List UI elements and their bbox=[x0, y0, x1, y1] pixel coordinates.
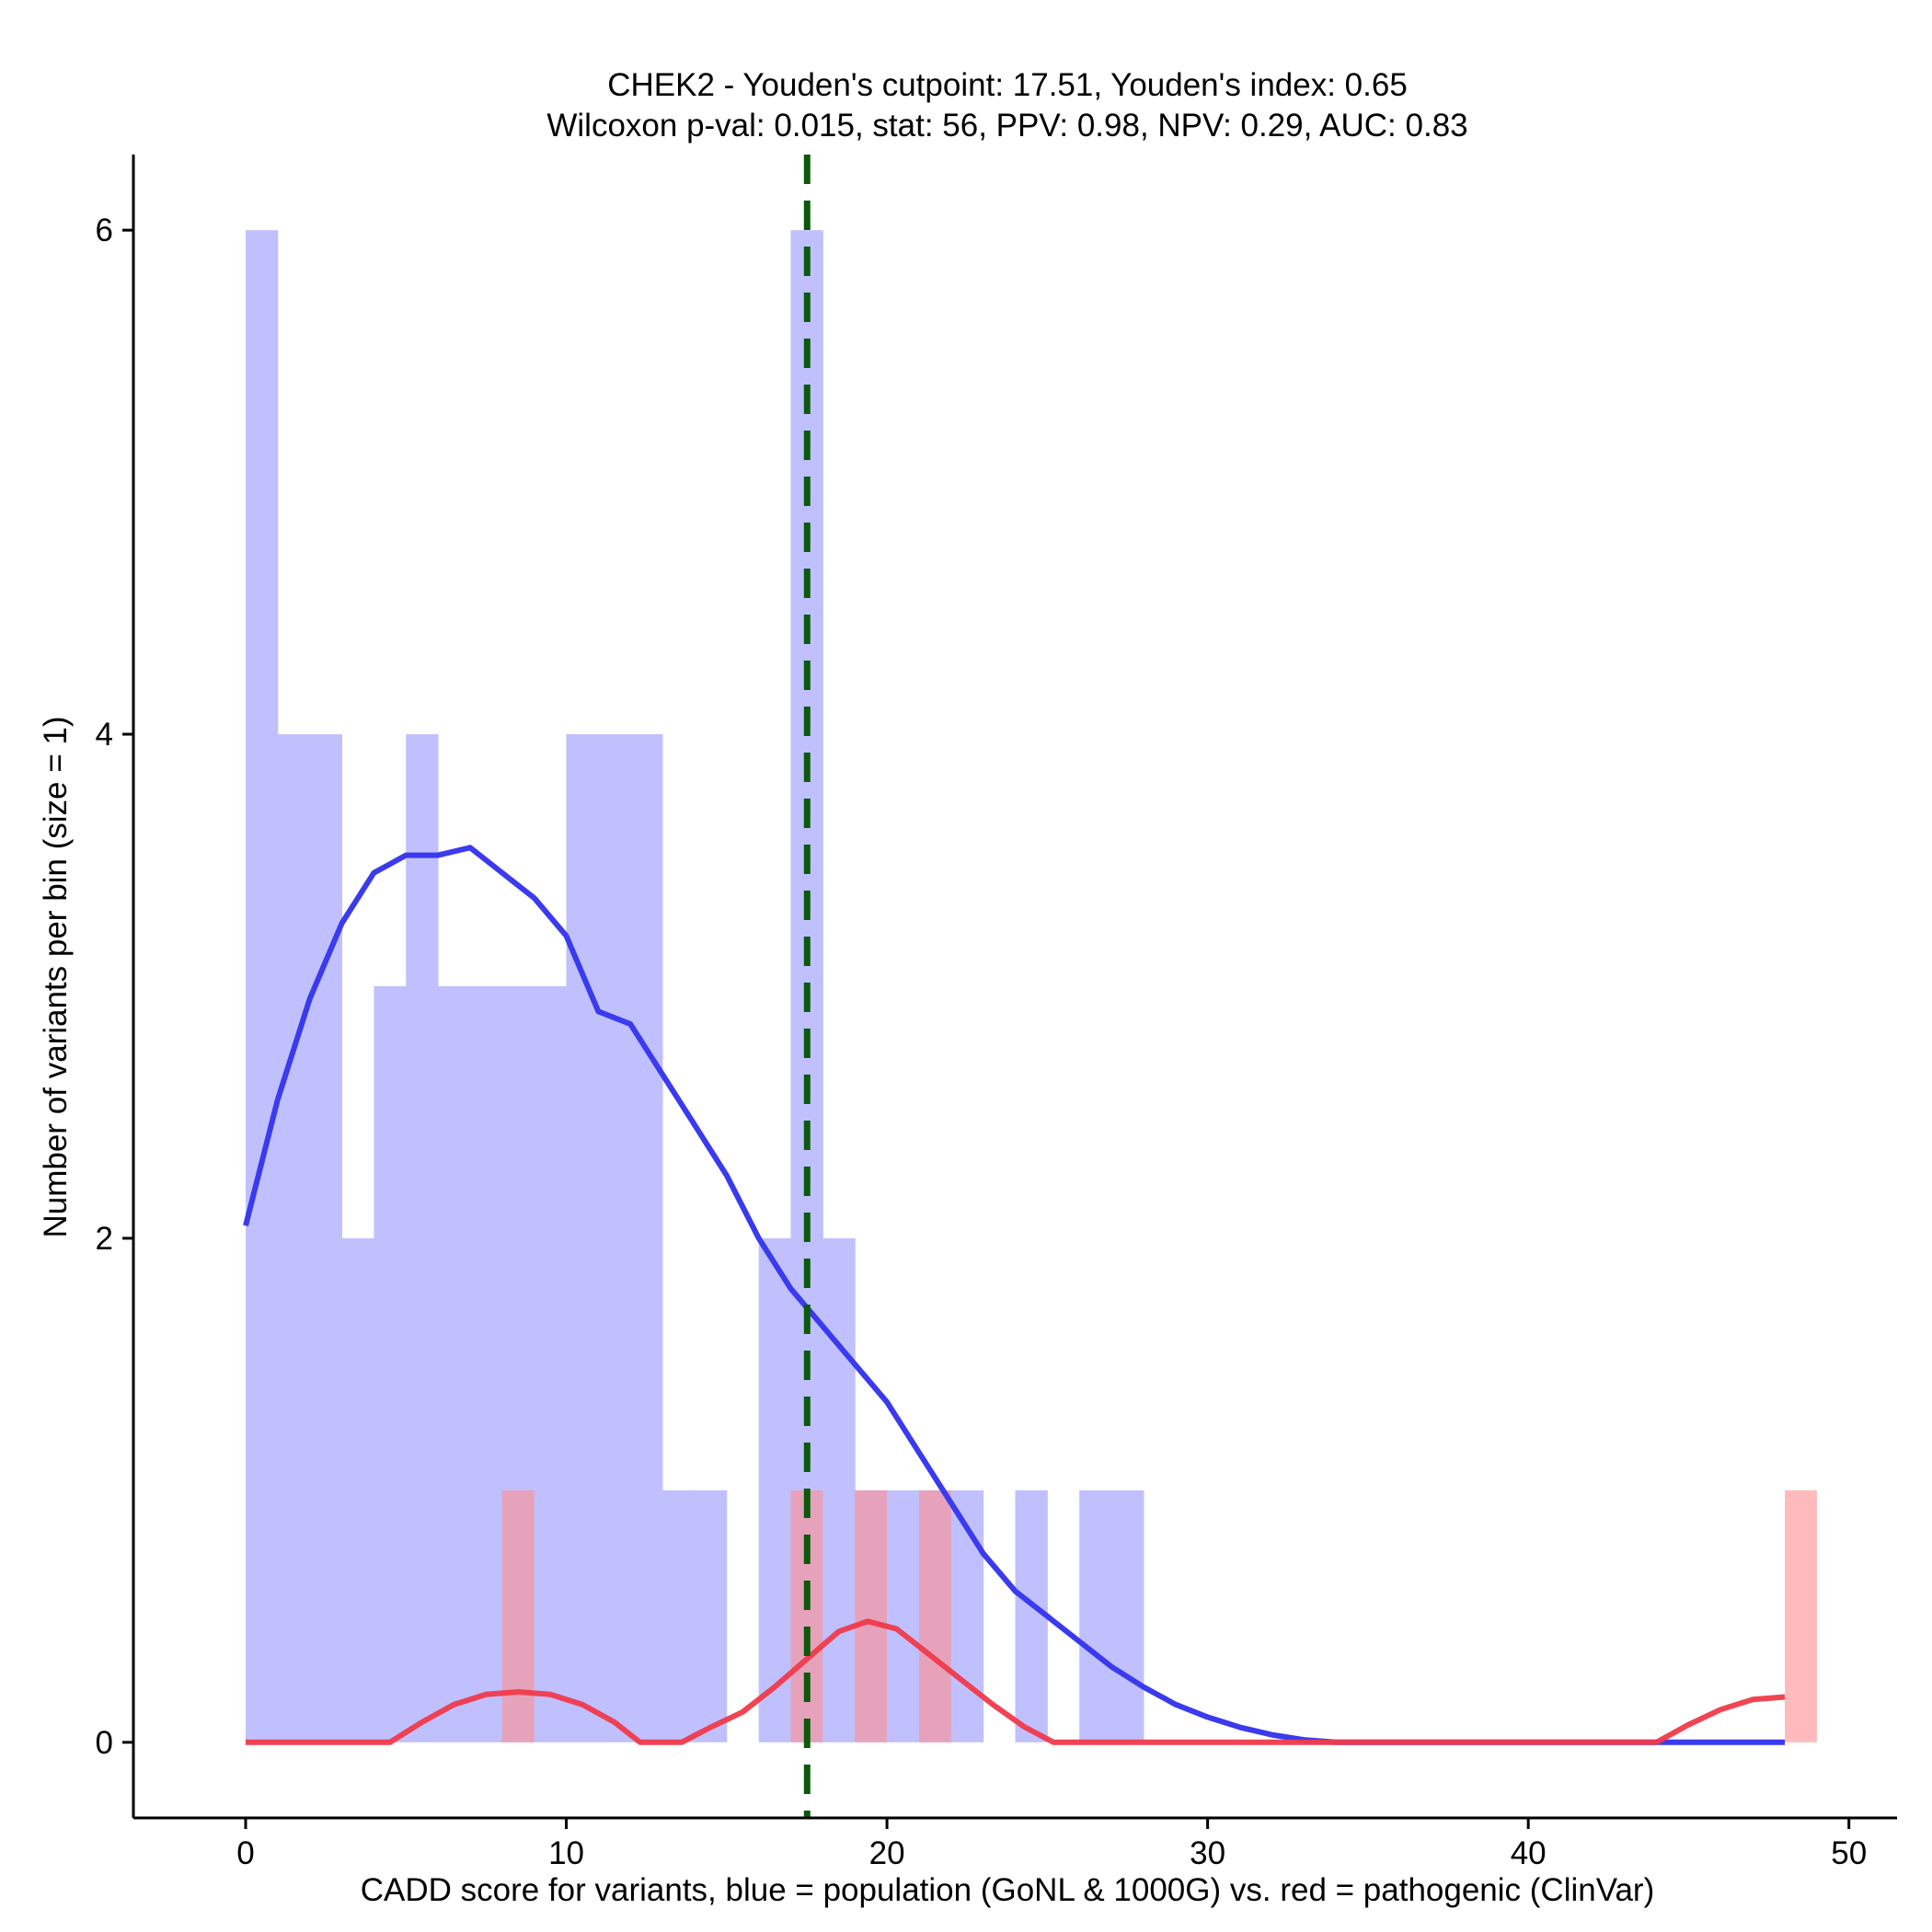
pathogenic-bar bbox=[918, 1489, 951, 1742]
population-bar bbox=[245, 230, 279, 1742]
population-bar bbox=[374, 986, 407, 1742]
population-bar bbox=[469, 986, 503, 1742]
y-axis-ticks: 0 2 4 6 bbox=[96, 213, 133, 1761]
population-bar bbox=[406, 734, 439, 1742]
population-bar bbox=[1079, 1489, 1112, 1742]
population-bar bbox=[822, 1237, 856, 1742]
y-tick-label: 0 bbox=[96, 1725, 113, 1761]
y-tick-label: 4 bbox=[96, 717, 113, 753]
x-tick-label: 40 bbox=[1511, 1835, 1547, 1871]
x-axis-ticks: 0 10 20 30 40 50 bbox=[236, 1818, 1867, 1871]
x-tick-label: 0 bbox=[236, 1835, 254, 1871]
x-tick-label: 30 bbox=[1190, 1835, 1225, 1871]
chart-title-line2: Wilcoxon p-val: 0.015, stat: 56, PPV: 0.… bbox=[546, 108, 1467, 144]
population-bar bbox=[309, 734, 343, 1742]
pathogenic-bars bbox=[501, 1489, 1817, 1742]
population-bar bbox=[662, 1489, 696, 1742]
x-tick-label: 50 bbox=[1831, 1835, 1867, 1871]
pathogenic-bar bbox=[501, 1489, 535, 1742]
population-bar bbox=[758, 1237, 792, 1742]
population-bar bbox=[1111, 1489, 1144, 1742]
population-bar bbox=[438, 986, 471, 1742]
y-axis-label: Number of variants per bin (size = 1) bbox=[38, 716, 74, 1237]
population-bar bbox=[277, 734, 311, 1742]
population-bar bbox=[534, 986, 568, 1742]
population-bar bbox=[887, 1489, 920, 1742]
chart-title-line1: CHEK2 - Youden's cutpoint: 17.51, Youden… bbox=[607, 67, 1408, 103]
population-bars bbox=[245, 230, 1144, 1742]
y-tick-label: 6 bbox=[96, 213, 113, 248]
pathogenic-density-line bbox=[246, 1618, 1786, 1745]
pathogenic-bar bbox=[855, 1489, 888, 1742]
population-bar bbox=[341, 1237, 374, 1742]
x-axis-label: CADD score for variants, blue = populati… bbox=[361, 1872, 1655, 1908]
pathogenic-bar bbox=[1785, 1489, 1817, 1742]
population-bar bbox=[1015, 1489, 1048, 1742]
x-tick-label: 10 bbox=[548, 1835, 584, 1871]
population-bar bbox=[694, 1489, 728, 1742]
x-tick-label: 20 bbox=[869, 1835, 905, 1871]
population-bar bbox=[630, 734, 663, 1742]
y-tick-label: 2 bbox=[96, 1221, 113, 1257]
population-bar bbox=[598, 734, 631, 1742]
population-bar bbox=[566, 734, 599, 1742]
pathogenic-bar bbox=[790, 1489, 823, 1742]
